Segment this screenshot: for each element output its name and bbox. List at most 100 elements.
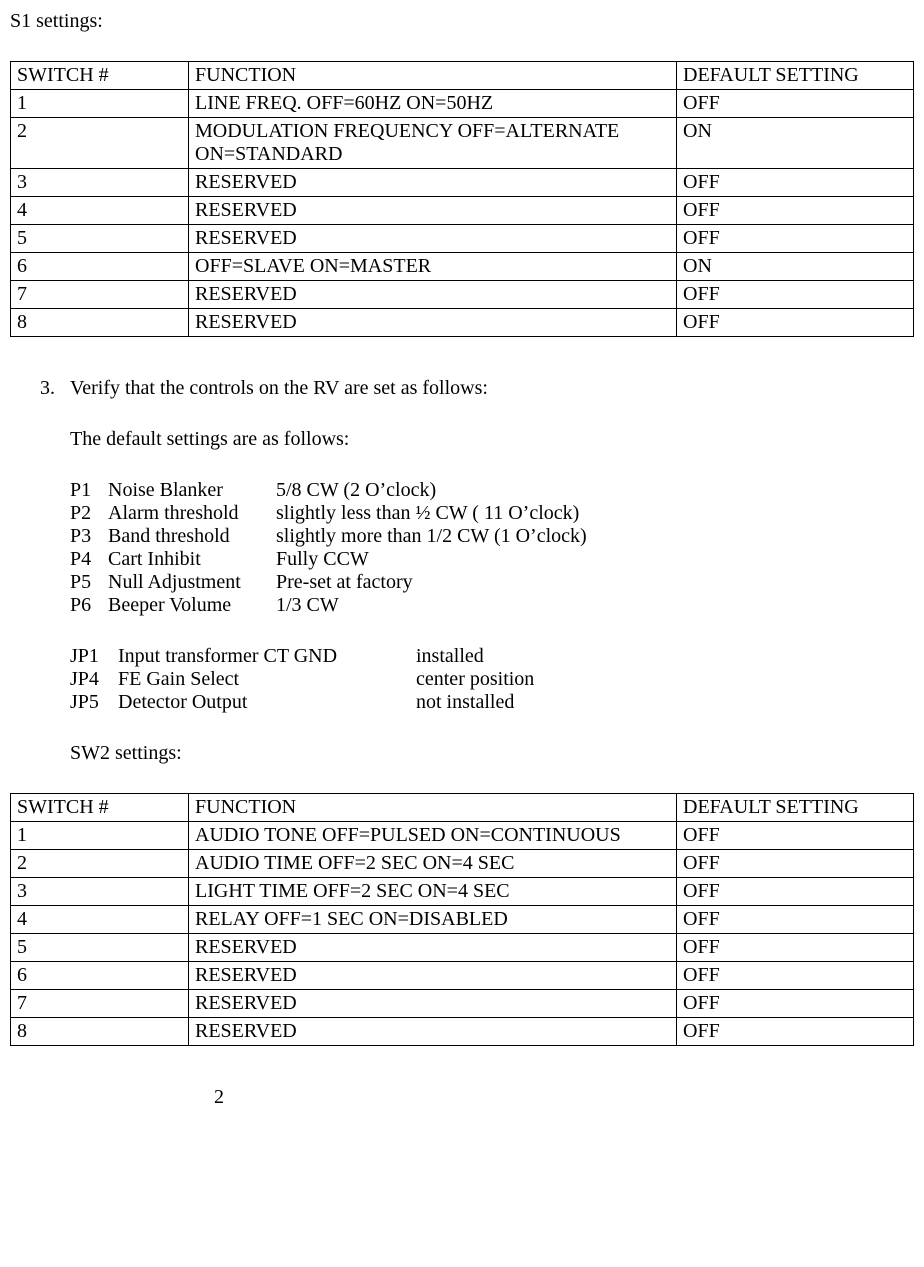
cell-switch: 4: [11, 197, 189, 225]
jumper-id: JP1: [70, 645, 118, 668]
jumper-value: not installed: [416, 691, 914, 714]
pot-value: slightly more than 1/2 CW (1 O’clock): [276, 525, 914, 548]
pot-value: 5/8 CW (2 O’clock): [276, 479, 914, 502]
jumper-setting-row: JP4FE Gain Selectcenter position: [70, 668, 914, 691]
table-row: 3LIGHT TIME OFF=2 SEC ON=4 SECOFF: [11, 878, 914, 906]
pot-value: Pre-set at factory: [276, 571, 914, 594]
table-row: 2MODULATION FREQUENCY OFF=ALTERNATE ON=S…: [11, 118, 914, 169]
sw2-settings-table: SWITCH #FUNCTIONDEFAULT SETTING1AUDIO TO…: [10, 793, 914, 1046]
table-row: 7RESERVEDOFF: [11, 990, 914, 1018]
step-number: 3.: [40, 377, 70, 400]
header-function: FUNCTION: [189, 62, 677, 90]
cell-function: LIGHT TIME OFF=2 SEC ON=4 SEC: [189, 878, 677, 906]
cell-switch: 1: [11, 822, 189, 850]
jumper-id: JP4: [70, 668, 118, 691]
cell-default: OFF: [677, 90, 914, 118]
cell-default: OFF: [677, 934, 914, 962]
page-number: 2: [10, 1086, 914, 1109]
cell-function: LINE FREQ. OFF=60HZ ON=50HZ: [189, 90, 677, 118]
pot-name: Cart Inhibit: [108, 548, 276, 571]
table-row: 1LINE FREQ. OFF=60HZ ON=50HZOFF: [11, 90, 914, 118]
header-switch: SWITCH #: [11, 62, 189, 90]
pot-name: Alarm threshold: [108, 502, 276, 525]
cell-function: RESERVED: [189, 197, 677, 225]
pot-settings-list: P1Noise Blanker5/8 CW (2 O’clock)P2Alarm…: [70, 479, 914, 617]
cell-switch: 3: [11, 169, 189, 197]
table-row: 1AUDIO TONE OFF=PULSED ON=CONTINUOUSOFF: [11, 822, 914, 850]
table-row: 4RESERVEDOFF: [11, 197, 914, 225]
pot-value: 1/3 CW: [276, 594, 914, 617]
cell-default: OFF: [677, 309, 914, 337]
cell-default: OFF: [677, 1018, 914, 1046]
cell-switch: 7: [11, 281, 189, 309]
cell-switch: 7: [11, 990, 189, 1018]
defaults-intro: The default settings are as follows:: [70, 428, 914, 451]
header-default: DEFAULT SETTING: [677, 794, 914, 822]
header-function: FUNCTION: [189, 794, 677, 822]
table-row: 5RESERVEDOFF: [11, 225, 914, 253]
pot-setting-row: P2Alarm thresholdslightly less than ½ CW…: [70, 502, 914, 525]
cell-function: MODULATION FREQUENCY OFF=ALTERNATE ON=ST…: [189, 118, 677, 169]
cell-function: RESERVED: [189, 169, 677, 197]
jumper-name: Input transformer CT GND: [118, 645, 416, 668]
cell-switch: 2: [11, 118, 189, 169]
table-row: 4RELAY OFF=1 SEC ON=DISABLEDOFF: [11, 906, 914, 934]
pot-name: Null Adjustment: [108, 571, 276, 594]
pot-setting-row: P1Noise Blanker5/8 CW (2 O’clock): [70, 479, 914, 502]
step-3: 3. Verify that the controls on the RV ar…: [10, 377, 914, 400]
cell-default: ON: [677, 253, 914, 281]
cell-default: OFF: [677, 281, 914, 309]
step-text: Verify that the controls on the RV are s…: [70, 377, 488, 400]
cell-switch: 2: [11, 850, 189, 878]
cell-switch: 5: [11, 934, 189, 962]
pot-setting-row: P5Null AdjustmentPre-set at factory: [70, 571, 914, 594]
table-header-row: SWITCH #FUNCTIONDEFAULT SETTING: [11, 62, 914, 90]
jumper-settings-list: JP1Input transformer CT GNDinstalledJP4F…: [70, 645, 914, 714]
header-default: DEFAULT SETTING: [677, 62, 914, 90]
pot-setting-row: P4Cart InhibitFully CCW: [70, 548, 914, 571]
cell-default: OFF: [677, 822, 914, 850]
cell-function: RESERVED: [189, 225, 677, 253]
pot-value: Fully CCW: [276, 548, 914, 571]
cell-default: OFF: [677, 225, 914, 253]
cell-function: RESERVED: [189, 309, 677, 337]
table-row: 8RESERVEDOFF: [11, 1018, 914, 1046]
cell-default: OFF: [677, 962, 914, 990]
cell-switch: 3: [11, 878, 189, 906]
cell-switch: 1: [11, 90, 189, 118]
cell-default: OFF: [677, 169, 914, 197]
pot-id: P3: [70, 525, 108, 548]
cell-switch: 5: [11, 225, 189, 253]
cell-switch: 6: [11, 962, 189, 990]
jumper-value: installed: [416, 645, 914, 668]
table-header-row: SWITCH #FUNCTIONDEFAULT SETTING: [11, 794, 914, 822]
s1-settings-table: SWITCH #FUNCTIONDEFAULT SETTING1LINE FRE…: [10, 61, 914, 337]
table-row: 3RESERVEDOFF: [11, 169, 914, 197]
cell-default: OFF: [677, 197, 914, 225]
jumper-value: center position: [416, 668, 914, 691]
pot-value: slightly less than ½ CW ( 11 O’clock): [276, 502, 914, 525]
cell-switch: 8: [11, 309, 189, 337]
jumper-name: FE Gain Select: [118, 668, 416, 691]
pot-id: P1: [70, 479, 108, 502]
jumper-setting-row: JP1Input transformer CT GNDinstalled: [70, 645, 914, 668]
pot-id: P5: [70, 571, 108, 594]
cell-default: OFF: [677, 878, 914, 906]
cell-function: RESERVED: [189, 934, 677, 962]
pot-setting-row: P3Band thresholdslightly more than 1/2 C…: [70, 525, 914, 548]
pot-id: P2: [70, 502, 108, 525]
cell-function: RESERVED: [189, 281, 677, 309]
cell-switch: 8: [11, 1018, 189, 1046]
pot-setting-row: P6Beeper Volume1/3 CW: [70, 594, 914, 617]
table-row: 8RESERVEDOFF: [11, 309, 914, 337]
table-row: 7RESERVEDOFF: [11, 281, 914, 309]
cell-function: RESERVED: [189, 990, 677, 1018]
jumper-name: Detector Output: [118, 691, 416, 714]
cell-default: OFF: [677, 906, 914, 934]
cell-function: RESERVED: [189, 1018, 677, 1046]
cell-function: RESERVED: [189, 962, 677, 990]
pot-name: Beeper Volume: [108, 594, 276, 617]
pot-id: P4: [70, 548, 108, 571]
cell-default: ON: [677, 118, 914, 169]
cell-function: RELAY OFF=1 SEC ON=DISABLED: [189, 906, 677, 934]
